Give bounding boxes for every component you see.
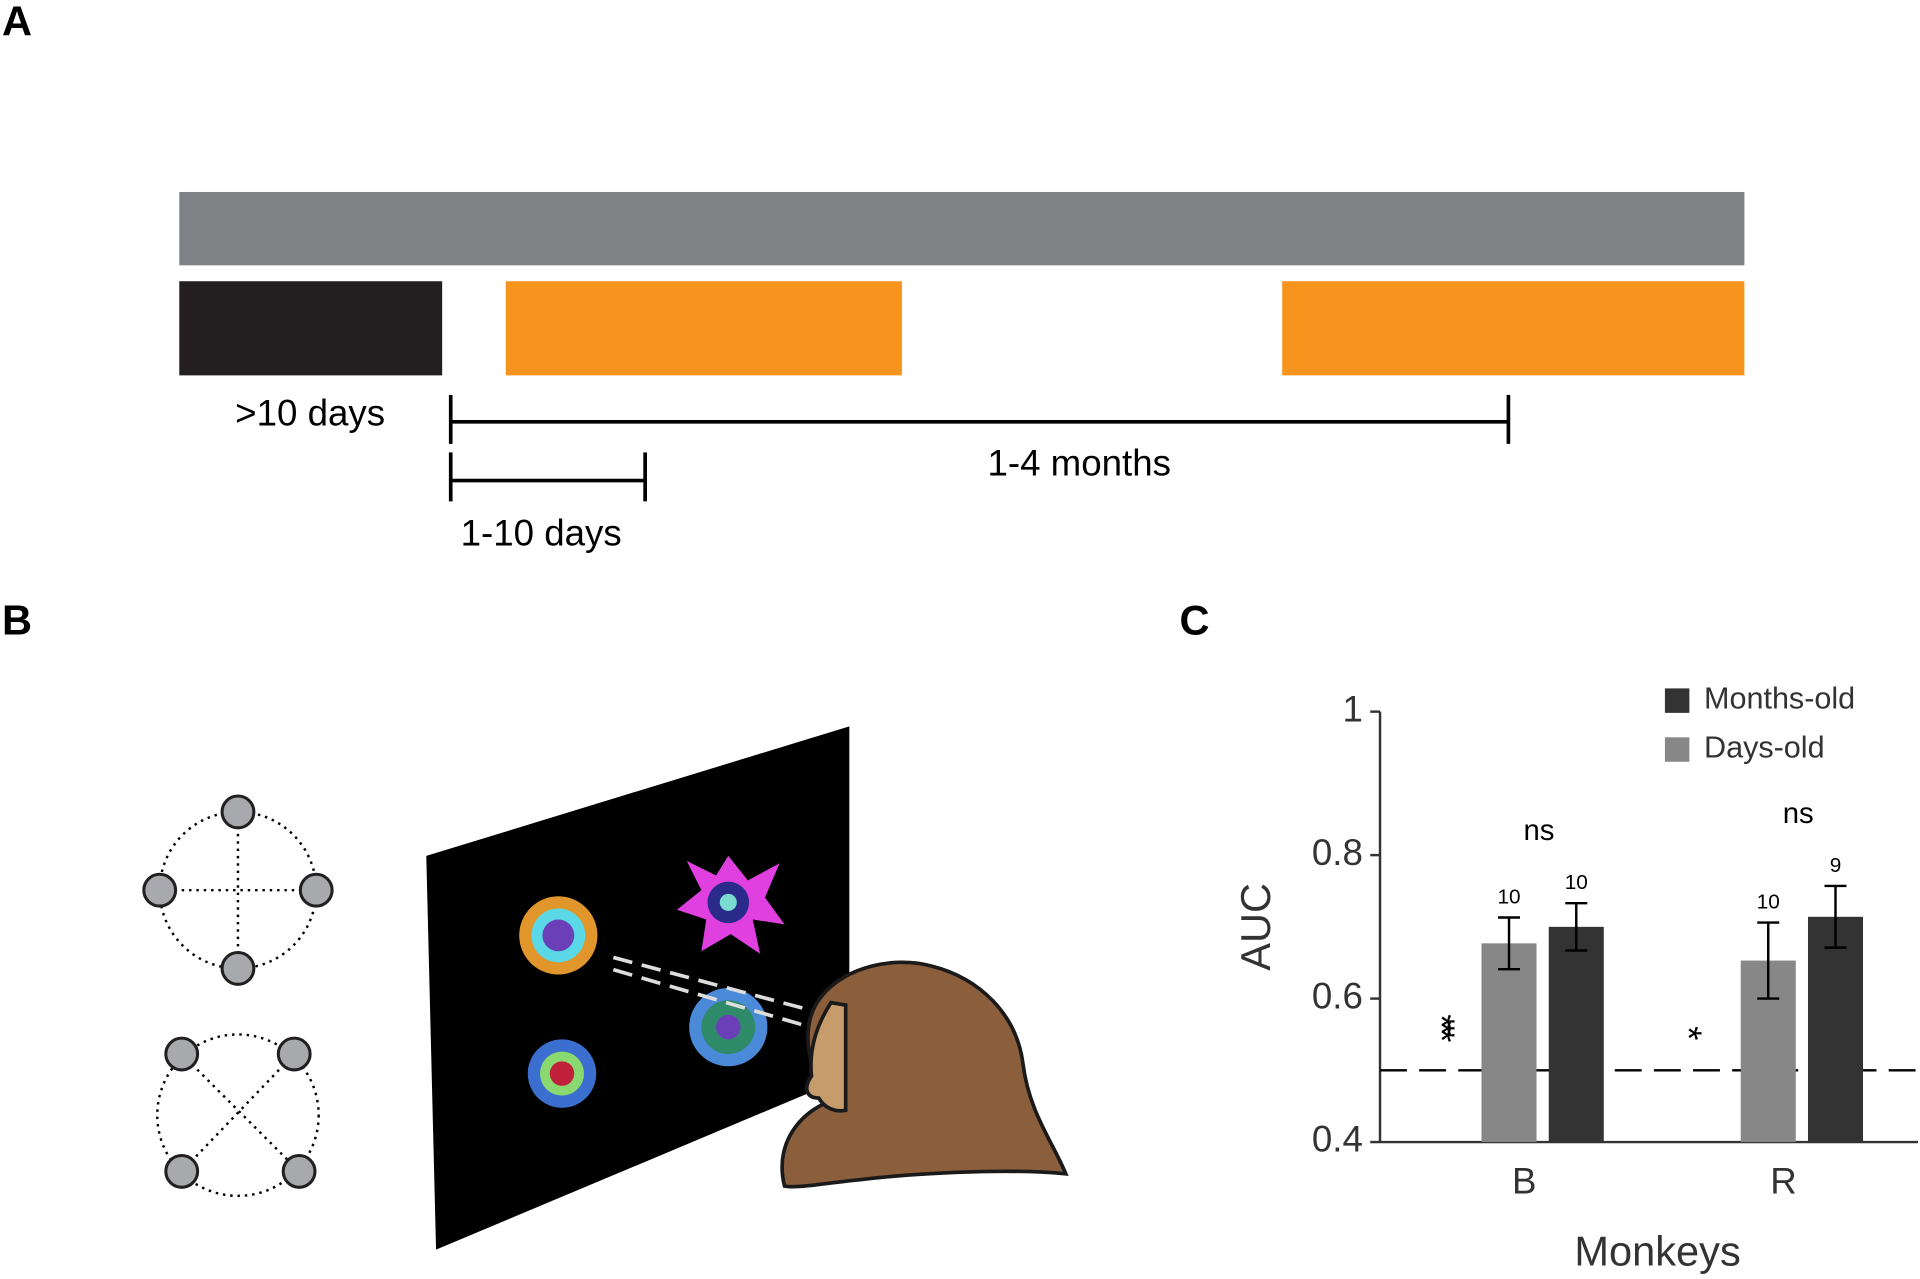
comparison-label: ns: [1523, 814, 1554, 847]
bar: [1481, 943, 1537, 1143]
interval-markers: [448, 394, 1511, 502]
y-tick-label: 0.4: [1312, 1119, 1363, 1160]
comparison-label: ns: [1783, 797, 1814, 830]
count-label: 9: [1830, 854, 1842, 877]
legend-label: Months-old: [1704, 682, 1855, 716]
stimuli: [519, 855, 785, 1108]
significance-label: ***: [1421, 1014, 1462, 1042]
x-axis-label: Monkeys: [1574, 1228, 1740, 1275]
period-block: [179, 281, 443, 376]
error-bar: [1757, 921, 1780, 1000]
period-block: [1282, 281, 1745, 376]
significance-label: *: [1668, 1026, 1709, 1040]
gaze-lines: [612, 955, 820, 1032]
error-bar: [1824, 884, 1847, 949]
y-tick-label: 0.6: [1312, 975, 1363, 1016]
error-bar: [1498, 916, 1521, 971]
error-bar: [1565, 901, 1588, 952]
panel-label: A: [2, 0, 32, 44]
count-label: 10: [1565, 871, 1588, 894]
legend-swatch: [1664, 737, 1690, 762]
duration-label: 1-10 days: [461, 512, 622, 553]
count-label: 10: [1757, 890, 1780, 913]
layout-diagram: [142, 794, 334, 1198]
y-tick-label: 0.8: [1312, 832, 1363, 873]
bar-chart: 0.4 0.6 0.8 1 AUC Monkeys B 10 10 ns *** R 10 9 ns * Mon…: [1232, 682, 1919, 1275]
y-axis-label: AUC: [1232, 883, 1279, 971]
legend-label: Days-old: [1704, 731, 1825, 765]
period-block: [505, 281, 902, 376]
legend-swatch: [1664, 688, 1690, 713]
bar: [1807, 916, 1864, 1143]
count-label: 10: [1497, 885, 1520, 908]
x-tick-label: R: [1770, 1160, 1796, 1201]
screen: [426, 726, 850, 1250]
y-tick-label: 1: [1342, 688, 1362, 729]
monkey-face: [804, 1000, 848, 1113]
timeline-bar: [179, 191, 1745, 266]
panel-label: C: [1179, 597, 1209, 644]
x-tick-label: B: [1512, 1160, 1536, 1201]
duration-label: 1-4 months: [987, 443, 1170, 484]
bar: [1548, 926, 1604, 1143]
panel-label: B: [2, 597, 32, 644]
duration-label: >10 days: [235, 392, 385, 433]
